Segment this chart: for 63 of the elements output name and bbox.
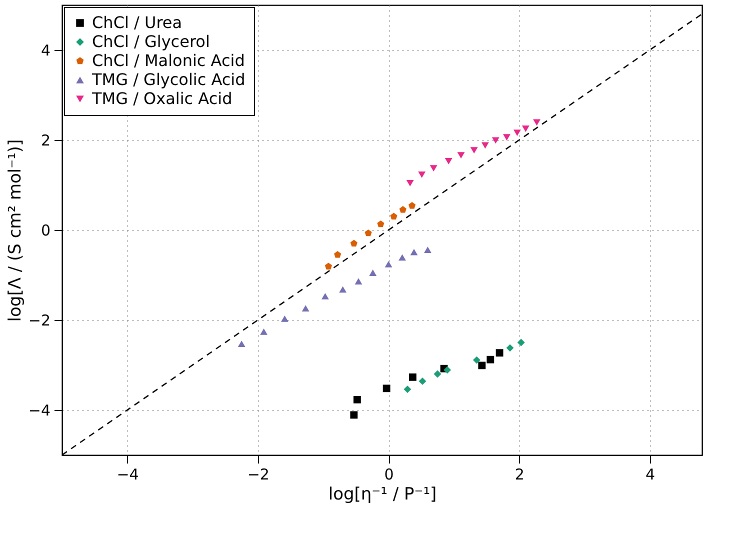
y-tick-label: 2 <box>40 132 50 150</box>
legend-label: ChCl / Malonic Acid <box>92 51 245 70</box>
point <box>492 137 500 144</box>
point <box>260 328 268 335</box>
point <box>457 152 465 159</box>
legend-label: TMG / Oxalic Acid <box>91 89 232 108</box>
point <box>472 356 480 364</box>
x-tick-label: 4 <box>645 466 656 484</box>
point <box>353 396 361 404</box>
point <box>377 220 384 228</box>
point <box>280 315 288 322</box>
point <box>434 370 442 378</box>
x-tick-label: −4 <box>116 466 139 484</box>
point <box>410 248 418 256</box>
point <box>398 254 406 261</box>
point <box>418 377 426 385</box>
y-tick-label: −4 <box>28 402 50 420</box>
point <box>418 171 426 178</box>
x-tick-label: 0 <box>384 466 394 484</box>
point <box>334 251 342 258</box>
point <box>369 270 377 276</box>
y-tick-label: 0 <box>40 222 50 240</box>
point <box>470 147 478 154</box>
point <box>496 349 504 357</box>
point <box>324 262 332 270</box>
point <box>408 373 416 381</box>
point <box>408 202 416 209</box>
point <box>321 292 329 300</box>
legend-label: ChCl / Glycerol <box>92 32 210 51</box>
point <box>339 286 347 293</box>
point <box>350 411 358 419</box>
point <box>238 340 246 348</box>
y-tick-label: 4 <box>40 42 50 60</box>
point <box>390 212 398 220</box>
point <box>350 240 358 246</box>
point <box>513 130 521 136</box>
x-tick-label: 2 <box>514 466 524 484</box>
point <box>430 165 438 172</box>
point <box>444 158 452 164</box>
y-axis-title: log[Λ / (S cm² mol⁻¹)] <box>5 139 26 322</box>
point <box>384 260 392 268</box>
point <box>399 206 406 213</box>
point <box>503 134 510 141</box>
point <box>486 356 494 364</box>
point <box>406 180 414 186</box>
point <box>382 384 390 392</box>
legend-label: TMG / Glycolic Acid <box>91 70 246 89</box>
y-tick-label: −2 <box>28 312 50 330</box>
point <box>522 126 530 132</box>
point <box>506 344 514 352</box>
point <box>364 229 372 236</box>
point <box>533 119 540 126</box>
point <box>444 366 452 374</box>
point <box>481 142 489 149</box>
point <box>517 338 525 346</box>
point <box>404 386 412 394</box>
x-axis-title: log[η⁻¹ / P⁻¹] <box>328 484 437 504</box>
legend-label: ChCl / Urea <box>92 13 182 32</box>
point <box>478 362 486 370</box>
point <box>424 246 432 254</box>
point <box>354 278 362 285</box>
x-tick-label: −2 <box>247 466 270 484</box>
point <box>302 305 310 312</box>
